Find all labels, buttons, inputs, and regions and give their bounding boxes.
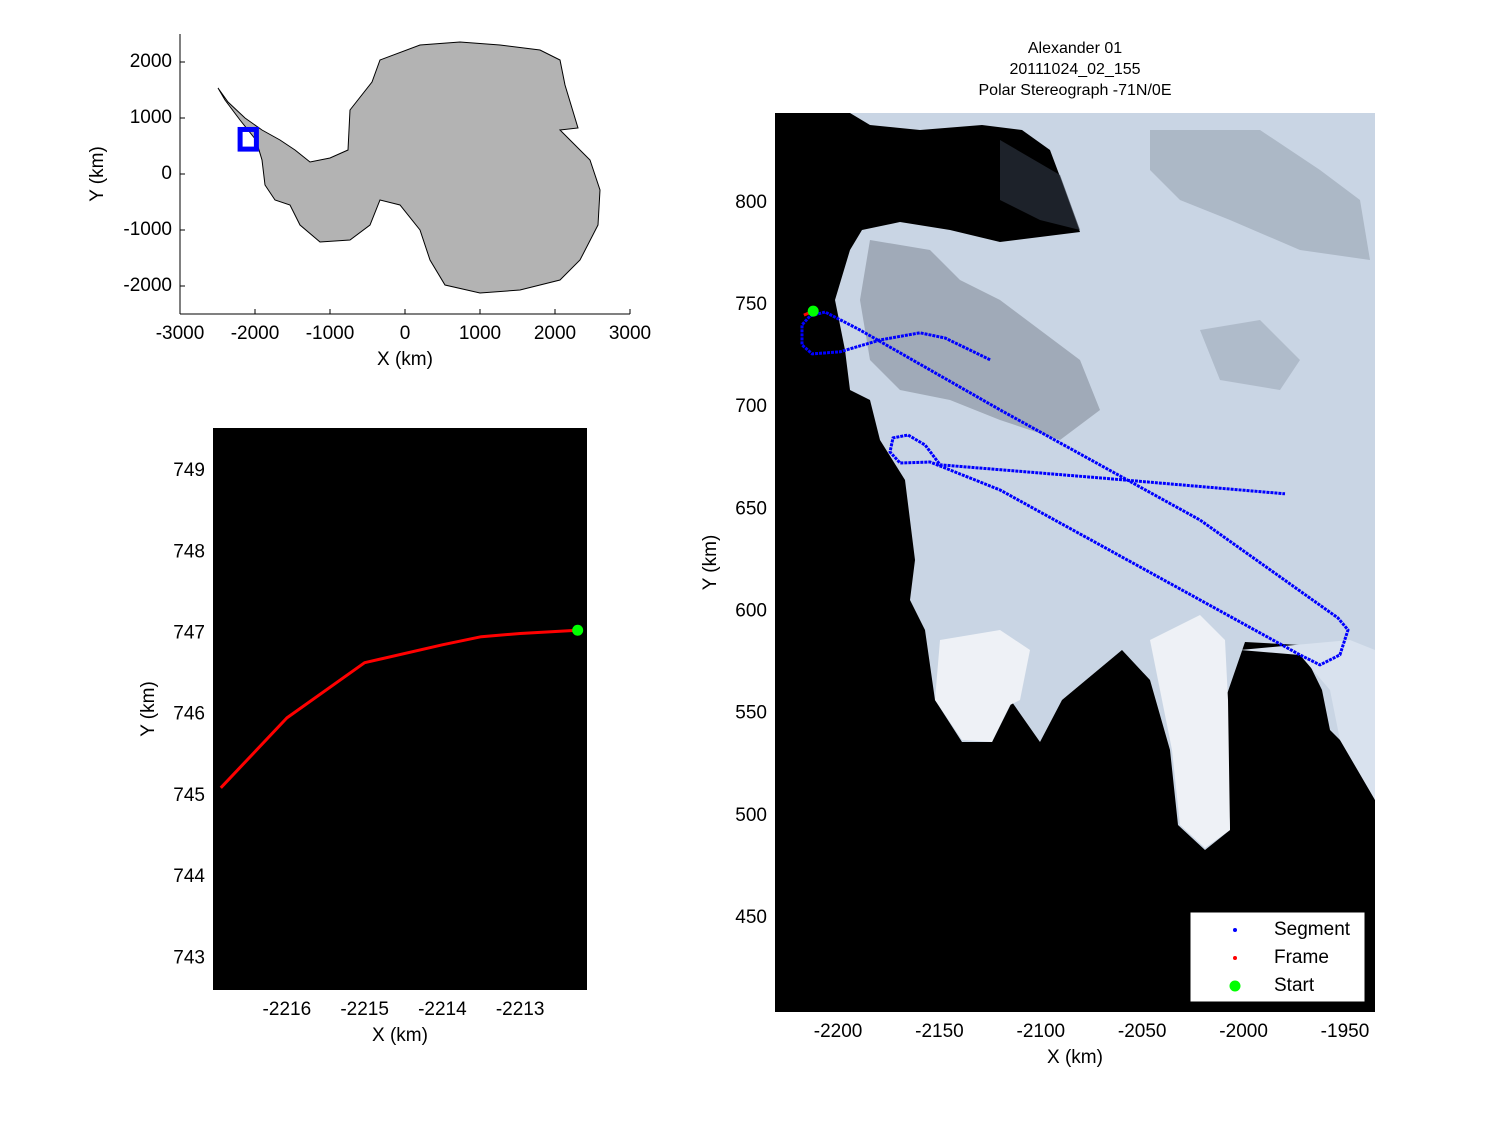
y-tick-label: -2000 — [123, 275, 172, 296]
x-tick-label: -1000 — [306, 323, 355, 344]
legend-symbol — [1233, 956, 1237, 960]
legend-label: Start — [1274, 975, 1315, 996]
rock — [1200, 320, 1300, 390]
y-tick-label: -1000 — [123, 219, 172, 240]
x-tick-label: 1000 — [459, 323, 501, 344]
legend-symbol — [1229, 980, 1241, 992]
x-tick-label: -1950 — [1321, 1021, 1370, 1042]
x-tick-label: -3000 — [156, 323, 205, 344]
x-tick-label: 3000 — [609, 323, 651, 344]
x-axis-label: X (km) — [1047, 1047, 1103, 1068]
y-tick-label: 750 — [735, 294, 767, 315]
x-tick-label: 2000 — [534, 323, 576, 344]
y-tick-label: 2000 — [130, 51, 172, 72]
y-tick-label: 745 — [173, 785, 205, 806]
legend-label: Frame — [1274, 947, 1329, 968]
legend-symbol — [1233, 928, 1237, 932]
y-tick-label: 0 — [161, 163, 172, 184]
rock — [1150, 130, 1370, 260]
sea-ice — [1000, 140, 1080, 230]
y-tick-label: 748 — [173, 541, 205, 562]
x-axis-label: X (km) — [377, 349, 433, 370]
x-tick-label: -2150 — [915, 1021, 964, 1042]
y-tick-label: 550 — [735, 703, 767, 724]
y-tick-label: 746 — [173, 704, 205, 725]
panel-background — [213, 428, 587, 990]
chart-title: Alexander 01 — [1028, 40, 1122, 57]
start-marker — [572, 624, 584, 636]
x-tick-label: -2050 — [1118, 1021, 1167, 1042]
glacier — [1150, 615, 1230, 848]
satellite-image — [835, 113, 1375, 850]
glacier — [935, 630, 1030, 742]
y-tick-label: 800 — [735, 192, 767, 213]
legend-box — [1189, 911, 1366, 1003]
plot-background — [213, 428, 587, 990]
chart-title: Polar Stereograph -71N/0E — [979, 82, 1172, 99]
land — [1240, 640, 1375, 800]
continent — [217, 41, 601, 294]
y-tick-label: 743 — [173, 947, 205, 968]
y-axis-label: Y (km) — [138, 681, 159, 737]
x-tick-label: -2214 — [418, 999, 467, 1020]
chart-title: 20111024_02_155 — [1009, 61, 1140, 78]
x-tick-label: -2216 — [263, 999, 312, 1020]
y-tick-label: 1000 — [130, 107, 172, 128]
y-tick-label: 450 — [735, 907, 767, 928]
y-tick-label: 650 — [735, 498, 767, 519]
y-tick-label: 500 — [735, 805, 767, 826]
y-tick-label: 600 — [735, 601, 767, 622]
y-axis-label: Y (km) — [700, 535, 721, 591]
x-tick-label: -2100 — [1017, 1021, 1066, 1042]
y-tick-label: 749 — [173, 460, 205, 481]
legend-label: Segment — [1274, 919, 1351, 940]
y-tick-label: 700 — [735, 396, 767, 417]
x-tick-label: -2200 — [814, 1021, 863, 1042]
start-marker — [807, 305, 819, 317]
y-axis-label: Y (km) — [87, 146, 108, 202]
rock — [860, 240, 1100, 440]
x-tick-label: -2213 — [496, 999, 545, 1020]
track-line — [219, 628, 578, 789]
x-axis-label: X (km) — [372, 1025, 428, 1046]
track-line — [800, 310, 1350, 667]
x-tick-label: -2215 — [340, 999, 389, 1020]
x-tick-label: -2000 — [231, 323, 280, 344]
y-tick-label: 744 — [173, 866, 205, 887]
x-tick-label: 0 — [400, 323, 411, 344]
y-tick-label: 747 — [173, 622, 205, 643]
region-box — [237, 126, 259, 152]
x-tick-label: -2000 — [1219, 1021, 1268, 1042]
